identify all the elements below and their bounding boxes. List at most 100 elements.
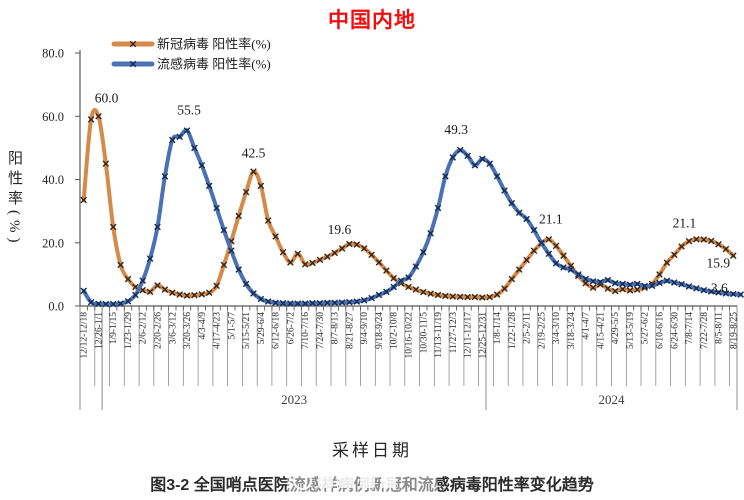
x-marker [129, 40, 137, 48]
x-marker [272, 299, 279, 307]
x-marker [383, 267, 390, 274]
x-marker [434, 291, 442, 299]
x-tick-label: 1/22-1/28 [508, 312, 518, 349]
x-marker [132, 283, 139, 291]
x-marker [368, 251, 375, 259]
year-label: 2024 [599, 392, 626, 407]
y-tick-label: 40.0 [42, 173, 64, 187]
x-marker [198, 291, 206, 298]
x-tick-label: 12/11-12/17 [464, 312, 474, 358]
x-marker [530, 247, 538, 254]
x-marker [287, 259, 294, 266]
y-tick-label: 80.0 [42, 47, 64, 61]
x-tick-label: 1/8-1/14 [493, 312, 503, 344]
x-marker [161, 286, 169, 293]
x-marker [707, 237, 715, 245]
x-marker [139, 286, 146, 294]
x-marker [560, 264, 567, 271]
x-marker [338, 245, 346, 252]
x-marker [198, 162, 206, 169]
x-tick-label: 5/27-6/2 [641, 312, 651, 344]
x-tick-label: 1/9-1/15 [109, 312, 119, 344]
x-marker [324, 299, 331, 307]
x-marker [427, 290, 434, 297]
x-marker [390, 274, 397, 282]
x-tick-label: 3/6-3/12 [168, 312, 178, 344]
x-marker [316, 299, 324, 307]
data-label-21.1: 21.1 [673, 215, 697, 230]
x-marker [176, 291, 183, 298]
x-marker [589, 284, 597, 291]
x-marker [124, 275, 132, 283]
x-tick-label: 2/5-2/11 [523, 312, 533, 344]
x-marker [611, 287, 619, 295]
x-marker [264, 298, 272, 305]
data-label-55.5: 55.5 [177, 103, 201, 118]
x-marker [383, 288, 390, 296]
x-marker [493, 291, 501, 298]
x-marker [301, 261, 309, 268]
x-marker [530, 226, 538, 234]
x-tick-label: 6/26-7/2 [286, 312, 296, 344]
x-marker [442, 173, 449, 180]
x-marker [213, 282, 220, 290]
x-marker [707, 288, 715, 295]
x-marker [191, 291, 198, 299]
watermark-glyph [318, 473, 333, 488]
x-marker [109, 300, 117, 308]
x-marker [420, 288, 427, 296]
data-label-19.6: 19.6 [328, 222, 352, 237]
x-tick-labels: 12/12-12/18 12/26-1/1 1/9-1/15 1/23-1/29 2/6… [80, 312, 740, 359]
x-tick-label: 5/1-5/7 [227, 312, 237, 340]
x-tick-label: 8/5-8/11 [715, 312, 725, 344]
x-marker [272, 233, 279, 240]
x-marker [449, 154, 457, 161]
x-tick-label: 7/22-7/28 [700, 312, 710, 349]
x-marker [693, 236, 700, 243]
series-line [81, 128, 743, 307]
x-marker [375, 259, 383, 266]
x-tick-label: 9/4-9/10 [360, 312, 370, 344]
legend-label-covid: 新冠病毒 阳性率(%) [157, 37, 271, 52]
data-label-49.3: 49.3 [444, 122, 468, 137]
x-marker [279, 248, 287, 256]
x-marker [176, 133, 183, 141]
x-marker [479, 155, 486, 163]
x-tick-label: 8/21-8/27 [345, 312, 355, 349]
x-marker [538, 239, 545, 247]
x-marker [700, 236, 708, 243]
legend-item-flu: 流感病毒 阳性率(%) [111, 57, 271, 72]
x-marker [671, 279, 678, 286]
x-tick-label: 10/30-11/5 [419, 312, 429, 354]
y-tick-label: 20.0 [42, 236, 64, 250]
x-marker [353, 241, 361, 248]
x-marker [146, 288, 154, 296]
x-marker [132, 291, 139, 299]
x-tick-label: 10/16-10/22 [405, 312, 415, 359]
x-marker [582, 275, 589, 283]
x-marker [611, 279, 619, 287]
x-marker [220, 226, 228, 234]
x-marker [242, 280, 250, 288]
x-marker [235, 212, 242, 220]
x-marker [656, 271, 663, 278]
legend-marker-flu [129, 60, 137, 68]
x-marker [479, 294, 486, 301]
x-marker [560, 252, 567, 259]
x-marker [309, 259, 316, 267]
x-marker [242, 188, 250, 196]
x-marker [87, 298, 95, 306]
x-marker [169, 289, 176, 296]
data-label-15.9: 15.9 [706, 256, 730, 271]
x-marker [648, 282, 656, 290]
x-marker [169, 136, 176, 144]
x-marker [80, 196, 87, 204]
x-marker [552, 242, 560, 250]
x-marker [471, 293, 479, 301]
x-tick-label: 4/1-4/7 [582, 312, 592, 340]
x-marker [205, 182, 213, 190]
x-tick-label: 10/2-10/8 [390, 312, 400, 349]
x-marker [523, 215, 530, 223]
x-marker [501, 285, 508, 292]
